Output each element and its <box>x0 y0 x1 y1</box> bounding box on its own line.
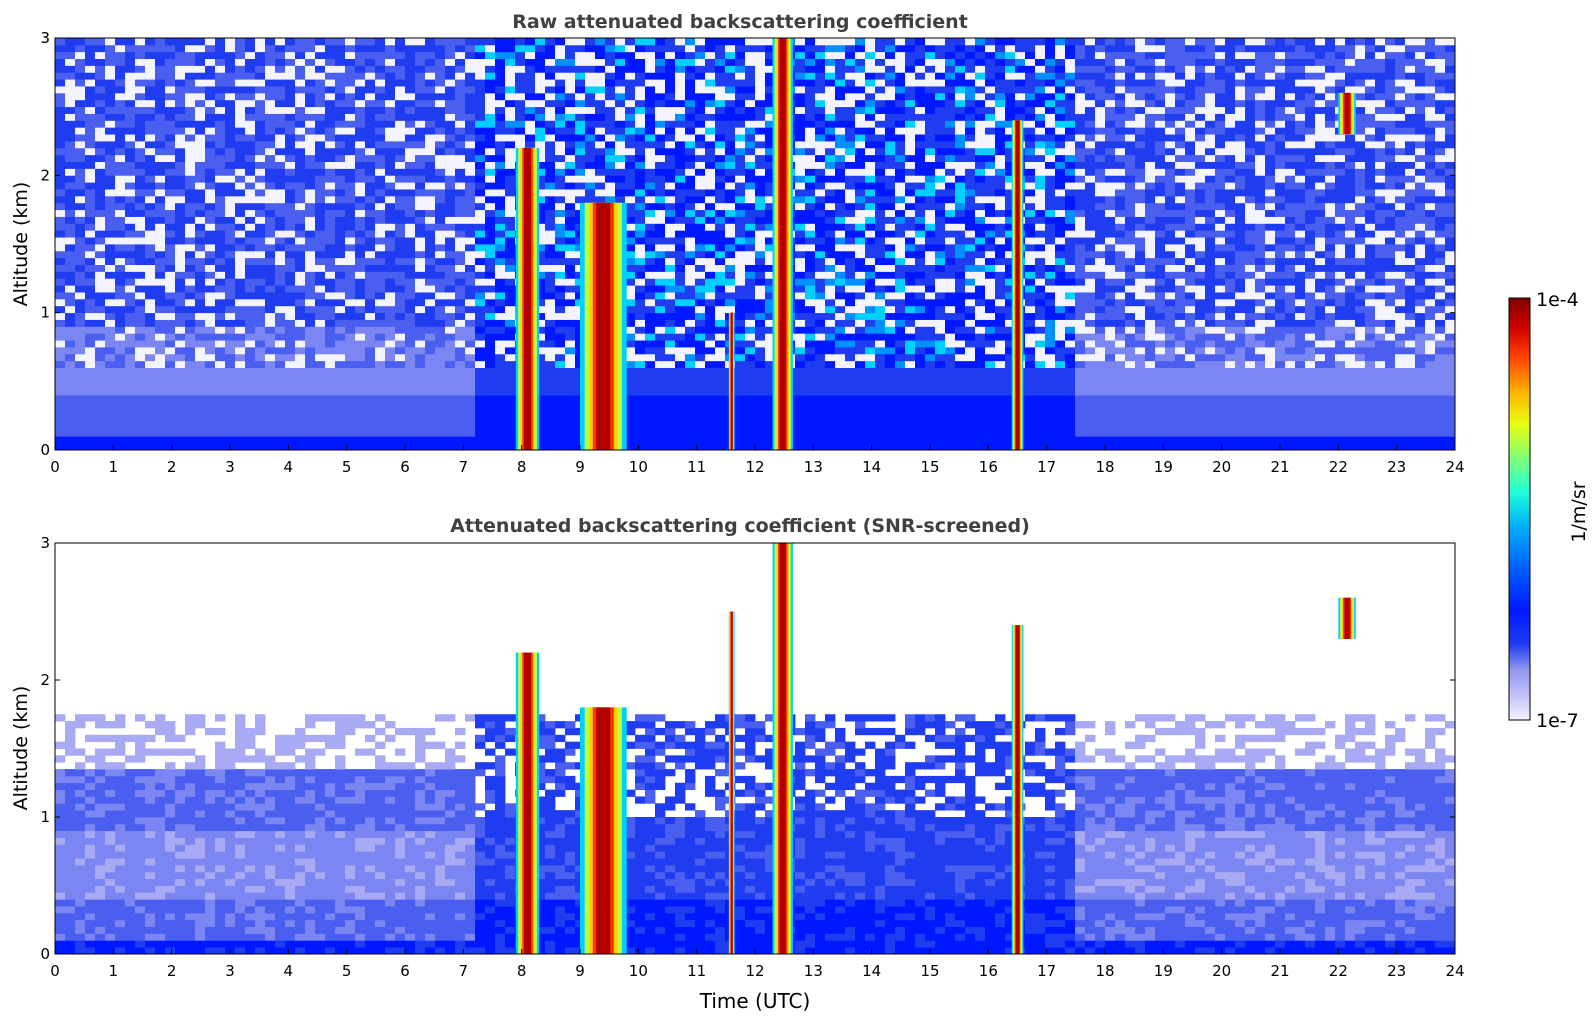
x-tick-label: 23 <box>1387 458 1406 476</box>
y-tick-label: 0 <box>40 441 50 459</box>
cloud-feature <box>728 611 735 954</box>
x-tick-label: 13 <box>804 458 823 476</box>
x-tick-label: 3 <box>225 458 235 476</box>
y-axis-label: Altitude (km) <box>10 686 32 811</box>
panel-title: Attenuated backscattering coefficient (S… <box>450 515 1030 537</box>
heatmap-cells <box>55 714 1456 955</box>
colorbar-gradient <box>1508 297 1531 721</box>
x-tick-label: 1 <box>109 458 119 476</box>
y-tick-label: 0 <box>40 945 50 963</box>
x-tick-label: 2 <box>167 458 177 476</box>
x-tick-label: 23 <box>1387 962 1406 980</box>
x-tick-label: 1 <box>109 962 119 980</box>
x-tick-label: 21 <box>1270 458 1289 476</box>
x-tick-label: 2 <box>167 962 177 980</box>
x-tick-label: 9 <box>575 458 585 476</box>
y-axis: 0 1 2 3 <box>40 534 1455 963</box>
y-tick-label: 2 <box>40 671 50 689</box>
cloud-feature <box>1011 625 1024 954</box>
heatmap-cells <box>55 38 1456 451</box>
x-tick-label: 9 <box>575 962 585 980</box>
x-tick-label: 18 <box>1095 458 1114 476</box>
snr-screened-panel: Attenuated backscattering coefficient (S… <box>10 515 1465 1013</box>
x-tick-label: 20 <box>1212 962 1231 980</box>
cloud-feature <box>728 312 735 450</box>
y-tick-label: 1 <box>40 304 50 322</box>
raw-backscatter-panel: Raw attenuated backscattering coefficien… <box>10 11 1465 476</box>
x-tick-label: 4 <box>284 458 294 476</box>
cloud-feature <box>580 707 627 954</box>
x-tick-label: 15 <box>920 458 939 476</box>
x-tick-label: 6 <box>400 458 410 476</box>
x-tick-label: 12 <box>745 458 764 476</box>
x-tick-label: 19 <box>1154 458 1173 476</box>
x-tick-label: 8 <box>517 458 527 476</box>
cloud-feature <box>515 652 540 954</box>
x-tick-label: 10 <box>629 962 648 980</box>
x-tick-label: 11 <box>687 962 706 980</box>
cloud-feature <box>580 202 627 450</box>
x-tick-label: 21 <box>1270 962 1289 980</box>
x-tick-label: 4 <box>284 962 294 980</box>
x-axis: 0 1 2 3 4 5 6 7 8 9 10 11 12 13 14 15 16 17 18 19 20 21 22 23 24 <box>50 445 1465 476</box>
x-tick-label: 13 <box>804 962 823 980</box>
x-tick-label: 24 <box>1445 458 1464 476</box>
colorbar: 1e-4 1e-7 1/m/sr <box>1508 289 1590 732</box>
x-tick-label: 22 <box>1329 962 1348 980</box>
x-tick-label: 17 <box>1037 458 1056 476</box>
cloud-feature <box>1338 92 1356 135</box>
cloud-feature <box>515 147 540 450</box>
x-tick-label: 14 <box>862 962 881 980</box>
x-tick-label: 0 <box>50 962 60 980</box>
x-tick-label: 18 <box>1095 962 1114 980</box>
y-axis-label: Altitude (km) <box>10 182 32 307</box>
y-tick-label: 3 <box>40 534 50 552</box>
x-tick-label: 12 <box>745 962 764 980</box>
x-tick-label: 5 <box>342 962 352 980</box>
colorbar-max-label: 1e-4 <box>1536 289 1579 311</box>
x-tick-label: 16 <box>979 962 998 980</box>
y-axis: 0 1 2 3 <box>40 29 1455 459</box>
x-tick-label: 14 <box>862 458 881 476</box>
x-tick-label: 22 <box>1329 458 1348 476</box>
cloud-feature <box>1011 120 1024 451</box>
x-tick-label: 3 <box>225 962 235 980</box>
x-tick-label: 16 <box>979 458 998 476</box>
x-tick-label: 10 <box>629 458 648 476</box>
colorbar-min-label: 1e-7 <box>1536 710 1579 732</box>
x-tick-label: 7 <box>459 962 469 980</box>
y-tick-label: 1 <box>40 808 50 826</box>
x-axis-label: Time (UTC) <box>699 989 811 1013</box>
panel-title: Raw attenuated backscattering coefficien… <box>512 11 968 33</box>
heatmap-area <box>55 543 1456 955</box>
cloud-feature <box>772 38 793 450</box>
cloud-feature <box>772 543 793 954</box>
x-tick-label: 11 <box>687 458 706 476</box>
y-tick-label: 3 <box>40 29 50 47</box>
heatmap-area <box>55 38 1456 451</box>
x-tick-label: 20 <box>1212 458 1231 476</box>
x-tick-label: 6 <box>400 962 410 980</box>
x-tick-label: 15 <box>920 962 939 980</box>
x-tick-label: 17 <box>1037 962 1056 980</box>
colorbar-unit-label: 1/m/sr <box>1568 481 1590 542</box>
x-tick-label: 24 <box>1445 962 1464 980</box>
x-axis: 0 1 2 3 4 5 6 7 8 9 10 11 12 13 14 15 16 17 18 19 20 21 22 23 24 <box>50 949 1465 980</box>
x-tick-label: 8 <box>517 962 527 980</box>
cloud-feature <box>1338 597 1356 639</box>
x-tick-label: 0 <box>50 458 60 476</box>
x-tick-label: 7 <box>459 458 469 476</box>
y-tick-label: 2 <box>40 166 50 184</box>
x-tick-label: 5 <box>342 458 352 476</box>
x-tick-label: 19 <box>1154 962 1173 980</box>
